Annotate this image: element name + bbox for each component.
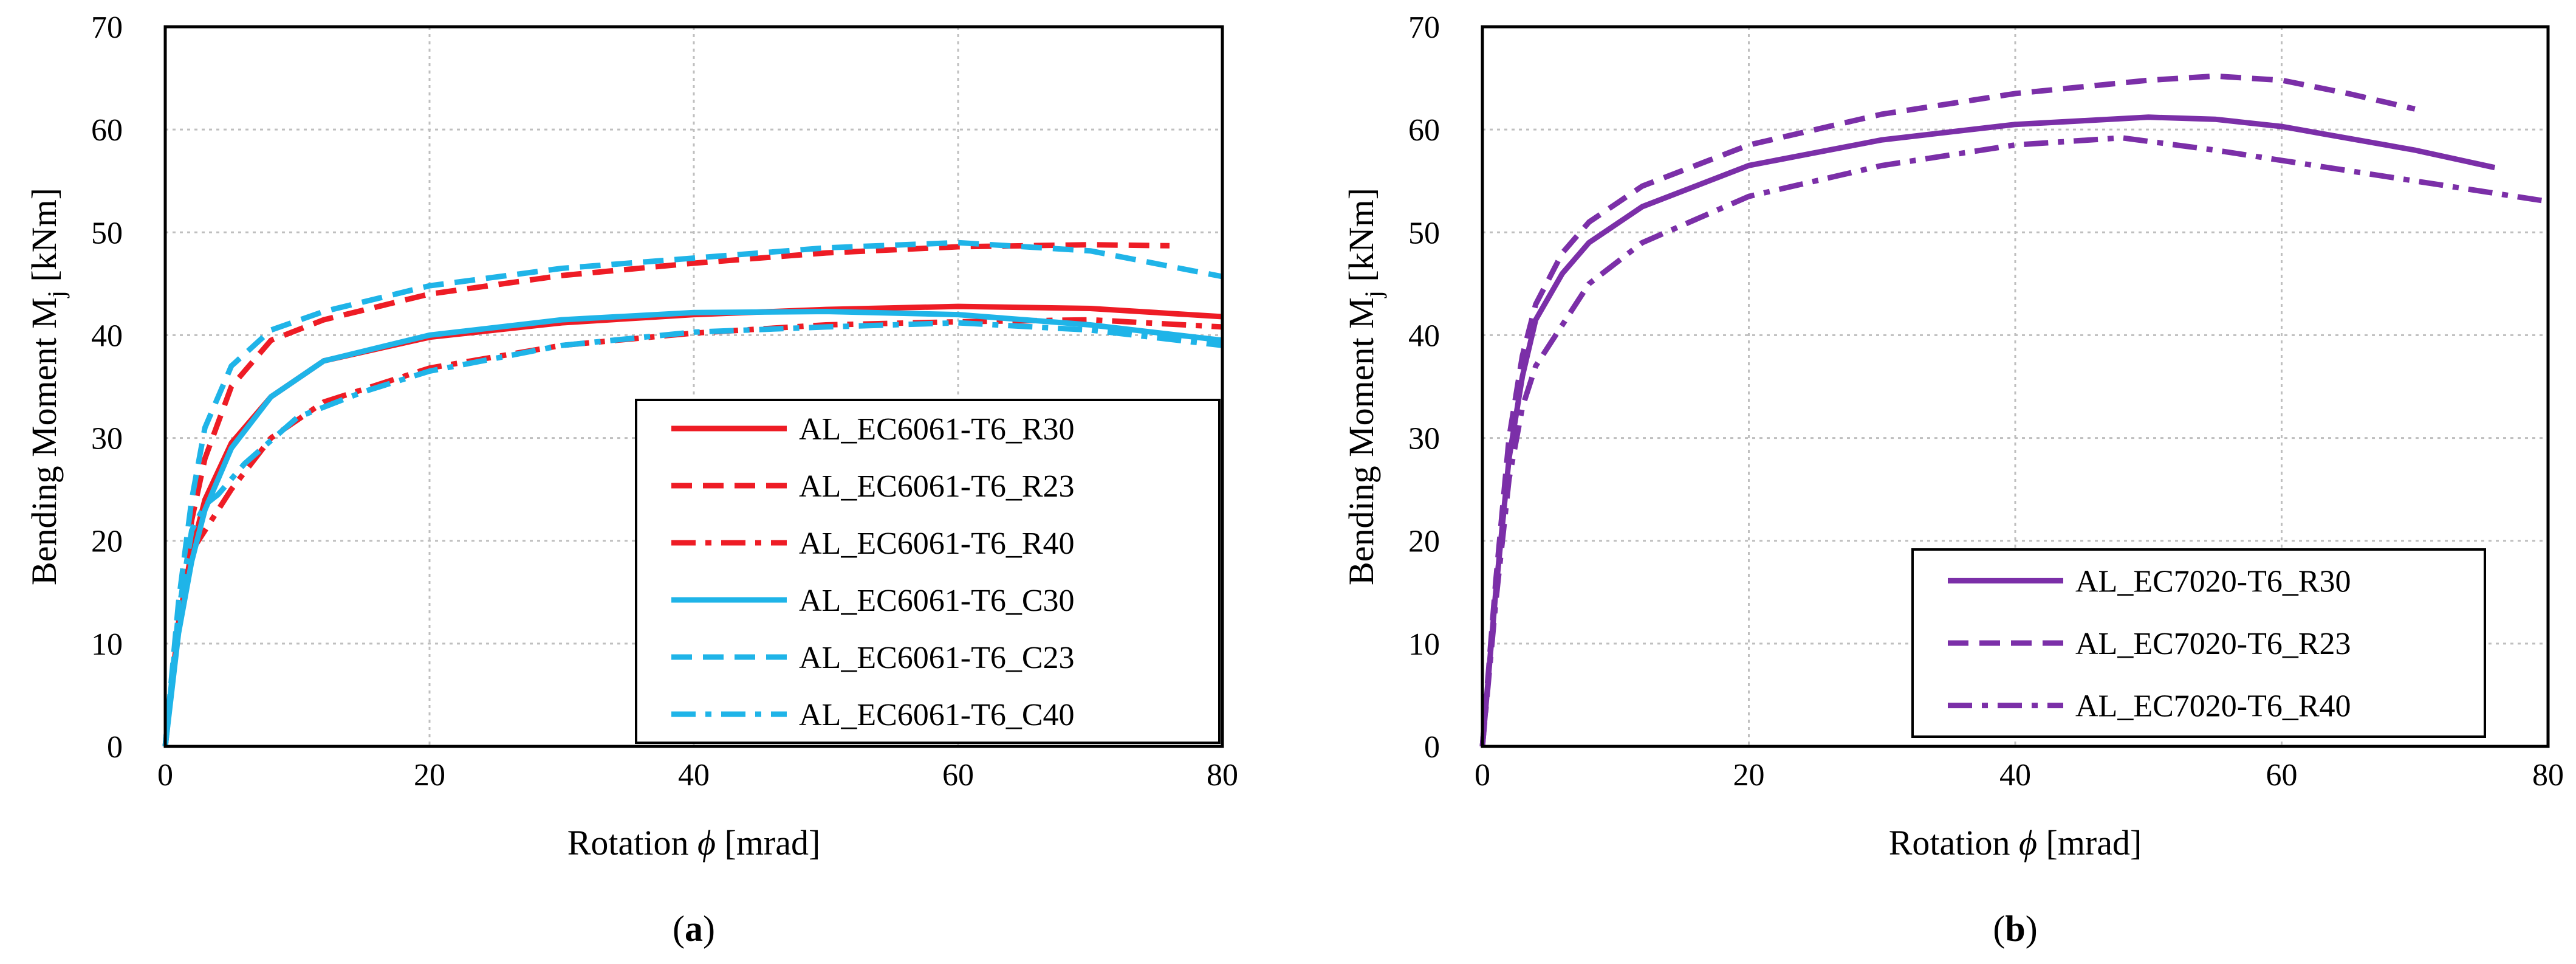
series-line-AL_EC7020-T6_R40 xyxy=(1479,135,2549,747)
y-tick-label: 20 xyxy=(1408,525,1440,559)
y-tick-label: 70 xyxy=(1408,10,1440,45)
y-tick-label: 50 xyxy=(1408,216,1440,250)
x-tick-label: 80 xyxy=(2532,758,2564,793)
y-tick-label: 60 xyxy=(1408,113,1440,148)
series-line-AL_EC6061-T6_C40 xyxy=(162,320,1223,747)
y-tick-label: 40 xyxy=(91,318,123,353)
y-tick-label: 60 xyxy=(91,113,123,148)
y-tick-label: 70 xyxy=(91,10,123,45)
x-tick-label: 40 xyxy=(678,758,710,793)
y-tick-label: 50 xyxy=(91,216,123,250)
y-tick-label: 40 xyxy=(1408,318,1440,353)
y-axis-title: Bending Moment Mj [kNm] xyxy=(24,188,70,585)
legend-label-AL_EC7020-T6_R40: AL_EC7020-T6_R40 xyxy=(2075,689,2351,724)
chart-panel-b: 0 20 40 60 80 0 10 20 30 40 50 60 70 Rotation ϕ [mrad… xyxy=(1341,10,2564,949)
y-tick-label: 30 xyxy=(91,422,123,456)
legend-label-AL_EC6061-T6_R23: AL_EC6061-T6_R23 xyxy=(799,469,1075,504)
y-tick-label: 30 xyxy=(1408,422,1440,456)
x-tick-label: 80 xyxy=(1207,758,1238,793)
x-tick-label: 60 xyxy=(942,758,974,793)
x-tick-label: 40 xyxy=(1999,758,2031,793)
legend-label-AL_EC7020-T6_R30: AL_EC7020-T6_R30 xyxy=(2075,564,2351,599)
x-tick-label: 20 xyxy=(414,758,445,793)
x-tick-label: 0 xyxy=(157,758,173,793)
legend-label-AL_EC6061-T6_R30: AL_EC6061-T6_R30 xyxy=(799,412,1075,447)
plot-frame xyxy=(1481,25,2550,748)
series-line-AL_EC7020-T6_R23 xyxy=(1479,73,2416,747)
panel-label: (a) xyxy=(673,909,715,949)
x-tick-label: 20 xyxy=(1733,758,1765,793)
y-axis-title: Bending Moment Mj [kNm] xyxy=(1341,188,1387,585)
y-tick-label: 0 xyxy=(107,730,123,765)
legend-label-AL_EC6061-T6_C23: AL_EC6061-T6_C23 xyxy=(799,641,1075,675)
series-line-AL_EC6061-T6_R23 xyxy=(162,242,1170,747)
x-tick-label: 60 xyxy=(2266,758,2298,793)
legend-label-AL_EC6061-T6_C40: AL_EC6061-T6_C40 xyxy=(799,698,1075,732)
y-tick-label: 20 xyxy=(91,525,123,559)
y-tick-label: 10 xyxy=(91,627,123,662)
series-line-AL_EC6061-T6_C30 xyxy=(162,309,1223,747)
y-tick-label: 0 xyxy=(1424,730,1440,765)
x-tick-label: 0 xyxy=(1475,758,1490,793)
legend: AL_EC7020-T6_R30 AL_EC7020-T6_R23 AL_EC702… xyxy=(1911,548,2486,738)
legend: AL_EC6061-T6_R30 AL_EC6061-T6_R23 AL_EC606… xyxy=(635,399,1221,744)
legend-label-AL_EC7020-T6_R23: AL_EC7020-T6_R23 xyxy=(2075,627,2351,661)
x-axis-title: Rotation ϕ [mrad] xyxy=(1889,823,2142,862)
legend-label-AL_EC6061-T6_R40: AL_EC6061-T6_R40 xyxy=(799,526,1075,561)
chart-panel-a: 0 20 40 60 80 0 10 20 30 40 50 60 70 Rotation ϕ [mrad… xyxy=(24,10,1238,949)
x-axis-title: Rotation ϕ [mrad] xyxy=(567,823,821,862)
plot-frame xyxy=(163,25,1224,748)
series-line-AL_EC7020-T6_R30 xyxy=(1479,114,2496,747)
series-line-AL_EC6061-T6_C23 xyxy=(162,239,1223,747)
legend-box xyxy=(635,399,1221,744)
y-tick-label: 10 xyxy=(1408,627,1440,662)
legend-label-AL_EC6061-T6_C30: AL_EC6061-T6_C30 xyxy=(799,584,1075,618)
panel-label: (b) xyxy=(1993,909,2037,949)
